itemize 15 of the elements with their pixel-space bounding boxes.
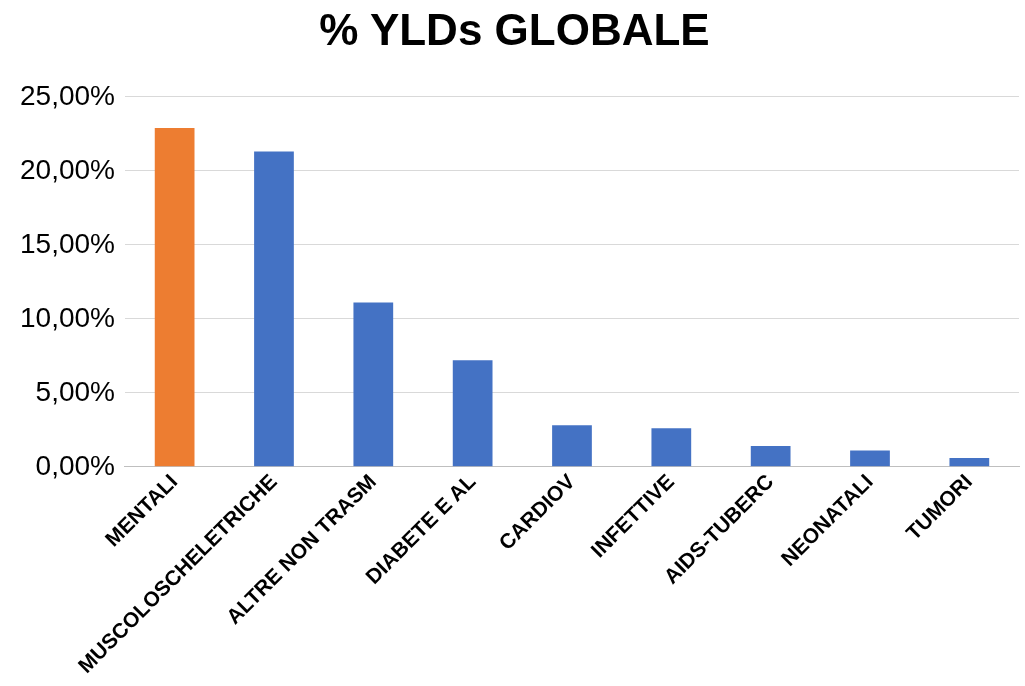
- chart-title: % YLDs GLOBALE: [319, 4, 710, 54]
- y-tick-label: 20,00%: [20, 153, 115, 185]
- bar: [949, 457, 990, 467]
- y-tick-label: 25,00%: [20, 79, 115, 111]
- bar: [154, 127, 195, 467]
- bar: [651, 428, 692, 467]
- bar: [353, 302, 394, 467]
- bar: [750, 446, 791, 467]
- y-tick-label: 10,00%: [20, 301, 115, 333]
- y-tick-label: 15,00%: [20, 227, 115, 259]
- bar: [552, 425, 592, 467]
- bar: [850, 450, 890, 467]
- bar: [254, 151, 294, 467]
- bar: [452, 360, 493, 467]
- y-tick-label: 5,00%: [35, 375, 115, 407]
